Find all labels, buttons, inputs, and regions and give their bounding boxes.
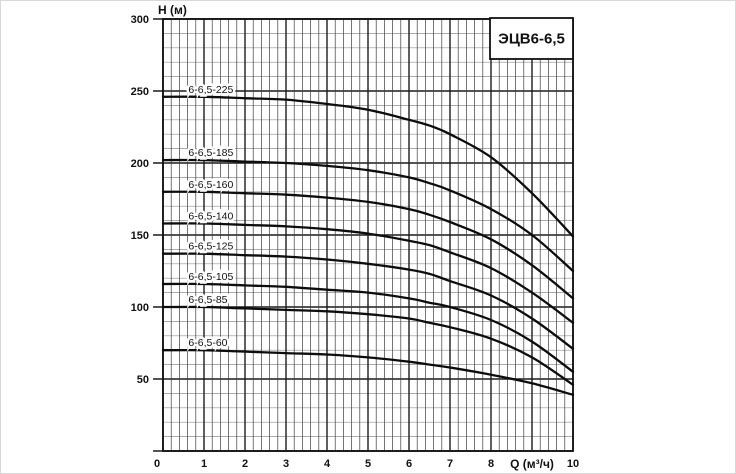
curve-label: 6-6,5-160 [188,179,233,191]
curve-label: 6-6,5-125 [188,241,233,253]
x-tick-label: 10 [567,458,579,470]
title-box-frame [489,17,574,60]
curve-label: 6-6,5-140 [188,210,233,222]
curve-6-6,5-85 [161,305,575,386]
y-tick-label: 300 [131,14,149,26]
curve-label: 6-6,5-225 [188,84,233,96]
axis-ticks: 50 100 150 200 250 300 0 1 2 3 4 5 6 7 8 10 [131,14,579,470]
pump-curves [161,95,575,396]
curve-6-6,5-105 [161,282,575,373]
x-tick-label: 2 [242,458,248,470]
x-tick-label: 5 [365,458,371,470]
y-tick-label: 100 [131,302,149,314]
x-tick-label: 1 [201,458,207,470]
y-tick-label: 200 [131,158,149,170]
x-tick-label: 6 [406,458,412,470]
curve-label: 6-6,5-185 [188,147,233,159]
x-tick-label: 3 [283,458,289,470]
axis-labels: H (м) Q (м³/ч) [158,3,554,471]
curve-label: 6-6,5-105 [188,271,233,283]
y-tick-label: 150 [131,230,149,242]
y-tick-label: 50 [137,374,149,386]
curve-labels: 6-6,5-225 6-6,5-185 6-6,5-160 6-6,5-140 6-6,… [186,81,236,351]
curve-6-6,5-140 [161,222,575,324]
curve-6-6,5-125 [161,252,575,350]
curve-6-6,5-225 [161,95,575,238]
plot-grid [153,18,574,452]
curve-6-6,5-160 [161,190,575,300]
title-box: ЭЦВ6-6,5 [489,17,574,60]
x-axis-title: Q (м³/ч) [510,457,554,471]
x-tick-label: 8 [488,458,494,470]
x-tick-label: 0 [154,458,160,470]
chart-title: ЭЦВ6-6,5 [498,31,565,48]
x-tick-label: 7 [447,458,453,470]
x-tick-label: 4 [324,458,331,470]
curve-label: 6-6,5-60 [188,337,227,349]
curve-6-6,5-185 [161,158,575,273]
curve-label: 6-6,5-85 [188,294,227,306]
curve-6-6,5-60 [161,348,575,396]
y-tick-label: 250 [131,86,149,98]
y-axis-title: H (м) [158,3,187,17]
